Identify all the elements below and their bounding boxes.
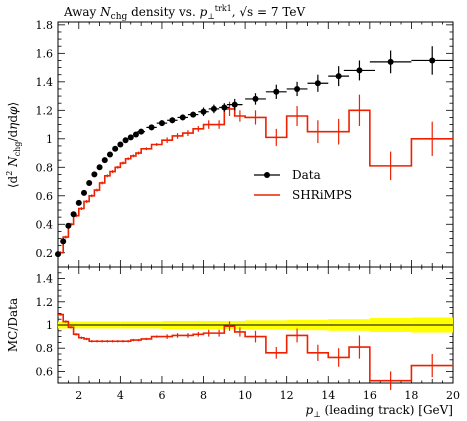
data-point xyxy=(190,111,197,118)
data-point xyxy=(75,199,82,206)
data-point xyxy=(86,179,93,186)
x-tick-label: 10 xyxy=(238,389,252,402)
ratio-axis-ticks xyxy=(57,266,454,384)
x-tick-label: 14 xyxy=(321,389,335,402)
legend-shrimps-label: SHRiMPS xyxy=(292,188,352,202)
x-tick-label: 8 xyxy=(200,389,207,402)
ratio-y-tick-label: 1 xyxy=(46,319,53,332)
y-tick-label: 1 xyxy=(46,133,53,146)
data-point xyxy=(112,145,119,152)
ratio-y-tick-label: 0.6 xyxy=(36,365,54,378)
data-point xyxy=(429,57,436,64)
data-point xyxy=(91,171,98,178)
y-tick-label: 0.2 xyxy=(36,247,54,260)
data-point xyxy=(70,211,77,218)
data-point xyxy=(101,157,108,164)
data-point xyxy=(221,104,228,111)
data-point xyxy=(387,58,394,65)
data-point xyxy=(294,85,301,92)
x-tick-label: 6 xyxy=(158,389,165,402)
data-point xyxy=(179,114,186,121)
x-tick-label: 2 xyxy=(75,389,82,402)
y-tick-label: 0.4 xyxy=(36,218,54,231)
main-axis-ticks xyxy=(57,22,454,267)
data-series xyxy=(55,46,453,258)
data-point xyxy=(252,95,259,102)
data-point xyxy=(335,73,342,80)
data-point xyxy=(55,251,61,258)
data-point xyxy=(80,189,87,196)
ratio-y-tick-label: 1.4 xyxy=(36,273,54,286)
legend-data-marker xyxy=(264,172,270,178)
ratio-y-tick-label: 1.2 xyxy=(36,296,54,309)
shrimps-line xyxy=(58,108,453,254)
chart-title: Away Nchg density vs. p⊥trk1, √s = 7 TeV xyxy=(63,4,306,22)
x-tick-label: 20 xyxy=(446,389,460,402)
data-point xyxy=(231,101,238,108)
legend-data-label: Data xyxy=(292,168,321,182)
x-tick-label: 12 xyxy=(280,389,294,402)
y-tick-label: 0.8 xyxy=(36,161,54,174)
data-point xyxy=(65,222,72,229)
y-tick-label: 0.6 xyxy=(36,190,54,203)
data-point xyxy=(314,80,321,87)
main-plot-frame xyxy=(57,21,454,268)
data-point xyxy=(210,105,217,112)
ratio-y-tick-labels: 0.6 0.8 1 1.2 1.4 xyxy=(36,273,54,379)
y-tick-label: 1.4 xyxy=(36,76,54,89)
data-point xyxy=(132,131,139,138)
y-tick-label: 1.2 xyxy=(36,104,54,117)
y-tick-label: 1.6 xyxy=(36,47,54,60)
legend: Data SHRiMPS xyxy=(254,168,352,202)
x-tick-label: 18 xyxy=(404,389,418,402)
x-tick-label: 4 xyxy=(117,389,124,402)
data-point xyxy=(127,134,134,141)
ratio-y-tick-label: 0.8 xyxy=(36,342,54,355)
data-point xyxy=(106,151,113,158)
x-axis-label: p⊥ (leading track) [GeV] xyxy=(306,403,453,419)
y-axis-label: ⟨d2 Nchg/dηdφ⟩ xyxy=(5,102,22,188)
y-tick-labels: 0.2 0.4 0.6 0.8 1 1.2 1.4 1.6 1.8 xyxy=(36,19,54,260)
x-tick-label: 16 xyxy=(363,389,377,402)
data-point xyxy=(158,120,165,127)
data-point xyxy=(122,137,129,144)
data-point xyxy=(169,117,176,124)
shrimps-ratio-line xyxy=(58,313,453,382)
data-point xyxy=(200,108,207,115)
shrimps-series xyxy=(58,94,453,255)
data-point xyxy=(273,88,280,95)
shrimps-ratio-series xyxy=(58,313,453,390)
y-tick-label: 1.8 xyxy=(36,19,54,32)
data-point xyxy=(96,164,103,171)
data-point xyxy=(117,141,124,148)
data-uncertainty-band xyxy=(58,317,453,333)
ratio-y-axis-label: MC/Data xyxy=(6,298,20,352)
data-point xyxy=(356,67,363,74)
data-point xyxy=(60,238,67,245)
data-point xyxy=(148,124,155,131)
x-tick-labels: 2 4 6 8 10 12 14 16 18 20 xyxy=(75,389,460,402)
data-point xyxy=(138,128,145,135)
